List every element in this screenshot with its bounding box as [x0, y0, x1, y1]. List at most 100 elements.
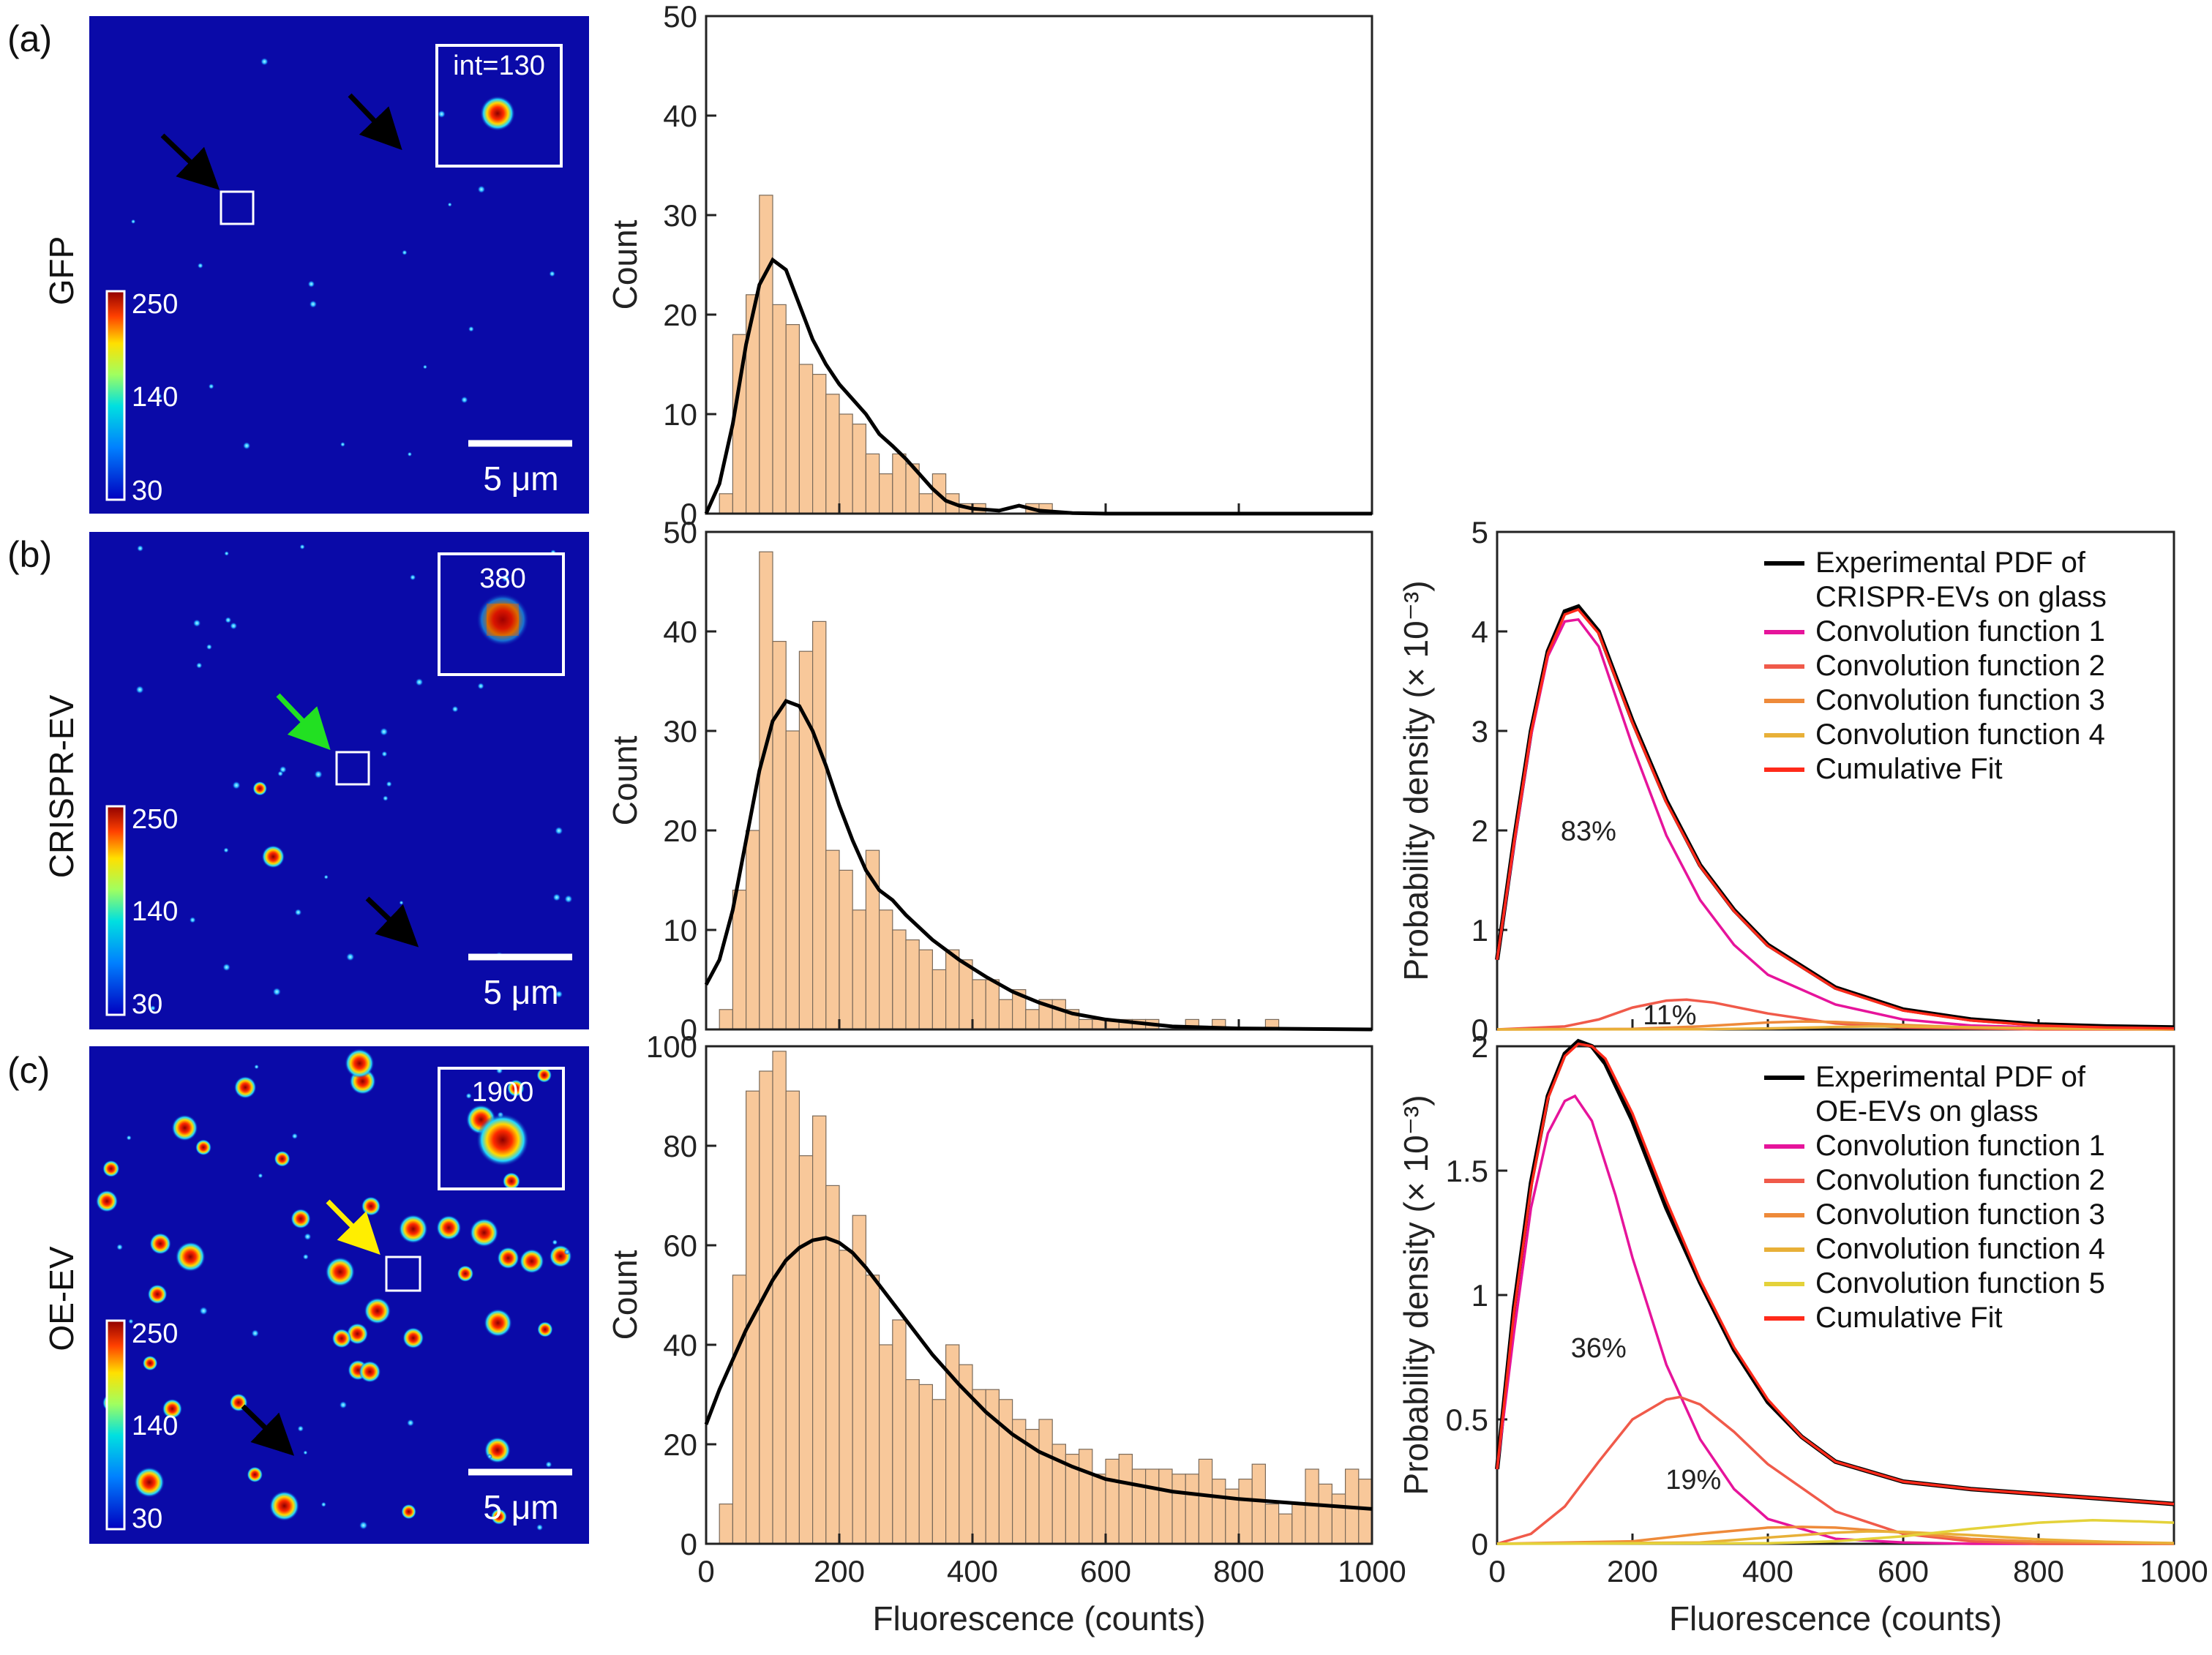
fluorescent-spot	[552, 1239, 558, 1245]
fluorescent-spot	[175, 1242, 206, 1272]
fluorescent-spot	[549, 270, 555, 277]
fluorescent-spot	[149, 1232, 172, 1255]
y-tick-label: 1	[1471, 1278, 1488, 1313]
fluorescent-spot	[345, 1048, 375, 1078]
legend-entry: Convolution function 1	[1815, 1130, 2105, 1162]
zoom-inset	[438, 552, 565, 676]
plot-frame	[1496, 530, 2175, 1031]
x-tick-label: 400	[1742, 1554, 1793, 1588]
plot-frame	[705, 15, 1373, 515]
y-tick-label: 1	[1471, 913, 1488, 947]
x-tick-label: 600	[1878, 1554, 1929, 1588]
green-arrow	[276, 693, 331, 751]
row-a-labels: (a) GFP	[7, 18, 80, 305]
x-tick-label: 200	[814, 1554, 865, 1588]
fluorescent-spot	[401, 1504, 416, 1520]
percentage-annotation: 36%	[1571, 1333, 1627, 1364]
y-tick-label: 80	[663, 1129, 697, 1163]
fluorescent-spot	[487, 1454, 492, 1460]
histogram-bar	[759, 195, 773, 514]
legend-entry: Experimental PDF of	[1815, 547, 2086, 579]
fluorescent-spot	[302, 1253, 309, 1261]
fluorescent-spot	[192, 619, 201, 628]
legend-entry: Convolution function 4	[1815, 718, 2105, 751]
histogram-bar	[719, 1504, 734, 1545]
fluorescent-spot	[134, 1467, 165, 1498]
fluorescent-spot	[102, 1160, 120, 1178]
fluorescent-spot	[364, 1297, 391, 1324]
histogram-bar	[1278, 1513, 1293, 1545]
series-line	[1496, 1530, 2175, 1545]
inset-halo	[476, 593, 529, 646]
pdf-crispr: 0 1 2 3 4 5 Probability density (× 10⁻³) Experi…	[1397, 515, 2175, 1047]
histogram-bar	[785, 730, 800, 1030]
histogram-bar	[811, 620, 827, 1030]
y-tick-label: 4	[1471, 615, 1488, 649]
fluorescent-spot	[195, 662, 203, 669]
histogram-crispr: 0 10 20 30 40 50 Count	[606, 515, 1373, 1047]
y-axis-title: Count	[606, 735, 644, 825]
series-line	[1496, 1518, 2175, 1545]
histogram-bar	[892, 1319, 907, 1545]
fluorescent-spot	[549, 1245, 572, 1268]
y-tick-label: 0	[1471, 1013, 1488, 1047]
series-line	[1496, 608, 2175, 1030]
fluorescent-spot	[398, 1214, 428, 1244]
fluorescent-spot	[314, 770, 323, 779]
fluorescent-spot	[135, 685, 144, 694]
histogram-bar	[1171, 1474, 1186, 1545]
plot-frame	[705, 1045, 1373, 1545]
colorbar-mid: 140	[132, 896, 178, 927]
histogram-bar	[918, 949, 933, 1030]
x-tick-label: 200	[1607, 1554, 1658, 1588]
histogram-bar	[892, 929, 907, 1030]
histogram-bar	[945, 949, 960, 1030]
fluorescent-spot	[361, 1196, 381, 1216]
colorbar-max: 250	[132, 1318, 178, 1349]
fluorescent-spot	[468, 326, 475, 332]
y-tick-label: 40	[663, 1328, 697, 1362]
fluorescent-spot	[382, 795, 389, 802]
histogram-bar	[972, 979, 986, 1030]
histogram-gfp: 0 10 20 30 40 50 Count	[606, 0, 1373, 531]
colorbar-min: 30	[132, 476, 162, 506]
plot-frame	[705, 530, 1373, 1031]
histogram-bar	[998, 999, 1013, 1030]
fluorescent-spot	[258, 1173, 263, 1179]
x-axis-title: Fluorescence (counts)	[1669, 1599, 2002, 1637]
fluorescent-spot	[251, 1329, 260, 1337]
fluorescent-spot	[422, 364, 428, 369]
fluorescent-spot	[147, 1284, 168, 1305]
fluorescent-spot	[277, 770, 284, 777]
fluorescent-spot	[465, 1092, 472, 1100]
row-b-labels: (b) CRISPR-EV	[7, 534, 80, 878]
selection-box	[220, 190, 255, 225]
y-axis-title: Count	[606, 1250, 644, 1340]
microscopy-image-gfp: int=130 250 140 30 5 μm	[89, 16, 589, 514]
histogram-bar	[852, 909, 866, 1030]
fit-curve	[704, 699, 1373, 1032]
microscopy-image-crispr: 380 250 140 30 5 μm	[89, 532, 589, 1029]
panel-letter-b: (b)	[7, 534, 52, 575]
y-tick-label: 50	[663, 0, 697, 34]
panel-letter-a: (a)	[7, 18, 52, 59]
fluorescent-spot	[484, 1308, 512, 1337]
inset-intensity-label: int=130	[453, 50, 545, 81]
legend-entry: Cumulative Fit	[1815, 753, 2003, 785]
zoom-inset	[435, 44, 563, 168]
fluorescent-spot	[195, 1139, 212, 1156]
histogram-bar	[1318, 1483, 1332, 1545]
histogram-bar	[825, 849, 840, 1030]
y-axis-title: Probability density (× 10⁻³)	[1397, 580, 1435, 980]
fluorescent-spot	[497, 1247, 520, 1269]
colorbar-min: 30	[132, 989, 162, 1020]
fit-curve	[704, 257, 1372, 516]
fluorescent-spot	[536, 1067, 552, 1083]
fluorescent-spot	[402, 1327, 424, 1349]
y-tick-label: 20	[663, 1427, 697, 1462]
fluorescent-spot	[136, 544, 144, 552]
y-tick-label: 0	[681, 497, 697, 531]
row-label-crispr: CRISPR-EV	[42, 694, 80, 878]
y-tick-label: 40	[663, 615, 697, 649]
x-tick-label: 600	[1080, 1554, 1131, 1588]
